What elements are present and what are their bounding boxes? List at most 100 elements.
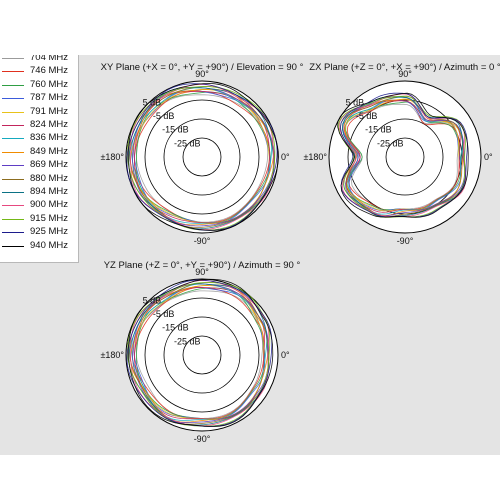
pattern-trace (127, 282, 271, 427)
ring-label: -15 dB (162, 125, 189, 135)
legend-swatch (2, 178, 24, 180)
legend-item: 849 MHz (0, 145, 78, 159)
legend-item: 915 MHz (0, 212, 78, 226)
legend-item: 824 MHz (0, 118, 78, 132)
legend-label: 787 MHz (30, 92, 69, 104)
pattern-trace (132, 283, 270, 423)
angle-label: ±180° (303, 152, 327, 162)
legend-label: 760 MHz (30, 78, 69, 90)
ring-label: -5 dB (153, 111, 175, 121)
legend-swatch (2, 218, 24, 220)
legend-swatch (2, 165, 24, 167)
legend-swatch (2, 192, 24, 193)
legend-label: 880 MHz (30, 172, 69, 184)
legend-swatch (2, 98, 24, 100)
polar-plot: ZX Plane (+Z = 0°, +X = +90°) / Azimuth … (303, 62, 500, 246)
plot-title: XY Plane (+X = 0°, +Y = +90°) / Elevatio… (101, 62, 304, 73)
pattern-trace (127, 86, 276, 231)
legend-label: 746 MHz (30, 65, 69, 77)
grid-ring (366, 118, 444, 196)
pattern-trace (132, 87, 275, 227)
polar-plot: XY Plane (+X = 0°, +Y = +90°) / Elevatio… (100, 62, 303, 246)
legend-label: 824 MHz (30, 119, 69, 130)
ring-label: -5 dB (356, 111, 378, 121)
pattern-trace (128, 82, 279, 231)
legend-item: 760 MHz (0, 78, 78, 92)
ring-label: -25 dB (377, 138, 404, 148)
ring-label: 5 dB (143, 295, 162, 305)
pattern-trace (342, 96, 465, 217)
angle-label: 0° (281, 152, 290, 162)
legend-swatch (2, 151, 24, 153)
legend-label: 894 MHz (30, 186, 69, 197)
legend-label: 836 MHz (30, 132, 69, 144)
legend-item: 704 MHz (0, 55, 78, 65)
ring-label: 5 dB (346, 97, 365, 107)
grid-ring (182, 137, 222, 177)
legend-swatch (2, 111, 24, 113)
legend-swatch (2, 232, 24, 234)
angle-label: 90° (195, 267, 209, 277)
legend-item: 787 MHz (0, 91, 78, 105)
ring-label: -5 dB (153, 309, 175, 319)
legend-swatch (2, 205, 24, 207)
legend-swatch (2, 71, 24, 73)
angle-label: -90° (397, 236, 414, 246)
pattern-trace (130, 280, 270, 426)
legend-item: 836 MHz (0, 131, 78, 145)
legend-item: 869 MHz (0, 158, 78, 172)
angle-label: 0° (281, 350, 290, 360)
legend-item: 900 MHz (0, 198, 78, 212)
legend-label: 940 MHz (30, 239, 69, 251)
legend-item: 880 MHz (0, 172, 78, 186)
legend-label: 869 MHz (30, 159, 69, 171)
legend-swatch (2, 84, 24, 86)
ring-label: -25 dB (174, 336, 201, 346)
angle-label: ±180° (100, 152, 124, 162)
frequency-legend: 704 MHz 746 MHz 760 MHz 787 MHz 791 MHz 824 M… (0, 55, 79, 263)
legend-swatch (2, 245, 24, 247)
legend-label: 704 MHz (30, 55, 69, 63)
grid-ring (182, 335, 222, 375)
legend-label: 925 MHz (30, 226, 69, 238)
legend-item: 746 MHz (0, 64, 78, 78)
grid-ring (163, 118, 241, 196)
outer-ring (125, 278, 279, 432)
ring-label: -15 dB (365, 125, 392, 135)
angle-label: ±180° (100, 350, 124, 360)
ring-label: -25 dB (174, 138, 201, 148)
pattern-trace (337, 95, 466, 218)
grid-ring (163, 316, 241, 394)
legend-item: 925 MHz (0, 225, 78, 239)
legend-label: 791 MHz (30, 105, 69, 117)
angle-label: -90° (194, 236, 211, 246)
legend-item: 894 MHz (0, 185, 78, 199)
angle-label: -90° (194, 434, 211, 444)
legend-item: 940 MHz (0, 239, 78, 253)
pattern-trace (126, 279, 273, 427)
legend-label: 849 MHz (30, 145, 69, 157)
outer-ring (125, 80, 279, 234)
pattern-trace (338, 93, 467, 217)
grid-ring (144, 99, 260, 215)
angle-label: 90° (195, 69, 209, 79)
legend-swatch (2, 125, 24, 126)
grid-ring (385, 137, 425, 177)
angle-label: 90° (398, 69, 412, 79)
plot-title: YZ Plane (+Z = 0°, +Y = +90°) / Azimuth … (104, 260, 301, 271)
pattern-trace (337, 92, 469, 218)
ring-label: 5 dB (143, 97, 162, 107)
plot-title: ZX Plane (+Z = 0°, +X = +90°) / Azimuth … (309, 62, 500, 73)
grid-ring (144, 297, 260, 413)
legend-item: 791 MHz (0, 105, 78, 119)
polar-plot: YZ Plane (+Z = 0°, +Y = +90°) / Azimuth … (100, 260, 300, 444)
legend-label: 915 MHz (30, 212, 69, 224)
ring-label: -15 dB (162, 323, 189, 333)
legend-label: 900 MHz (30, 199, 69, 211)
pattern-trace (126, 83, 278, 231)
pattern-trace (128, 278, 274, 427)
pattern-trace (130, 84, 274, 230)
legend-swatch (2, 138, 24, 140)
legend-swatch (2, 58, 24, 59)
